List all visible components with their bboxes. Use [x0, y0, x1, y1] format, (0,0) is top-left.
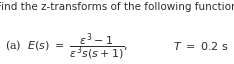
Text: Find the z-transforms of the following function: Find the z-transforms of the following f… [0, 2, 234, 12]
Text: $T\ =\ 0.2\ \mathrm{s}$: $T\ =\ 0.2\ \mathrm{s}$ [173, 40, 229, 52]
Text: (a)  $E(s)\ =\ \dfrac{\varepsilon^3-1}{\varepsilon^3 s(s+1)},$: (a) $E(s)\ =\ \dfrac{\varepsilon^3-1}{\v… [5, 31, 128, 62]
